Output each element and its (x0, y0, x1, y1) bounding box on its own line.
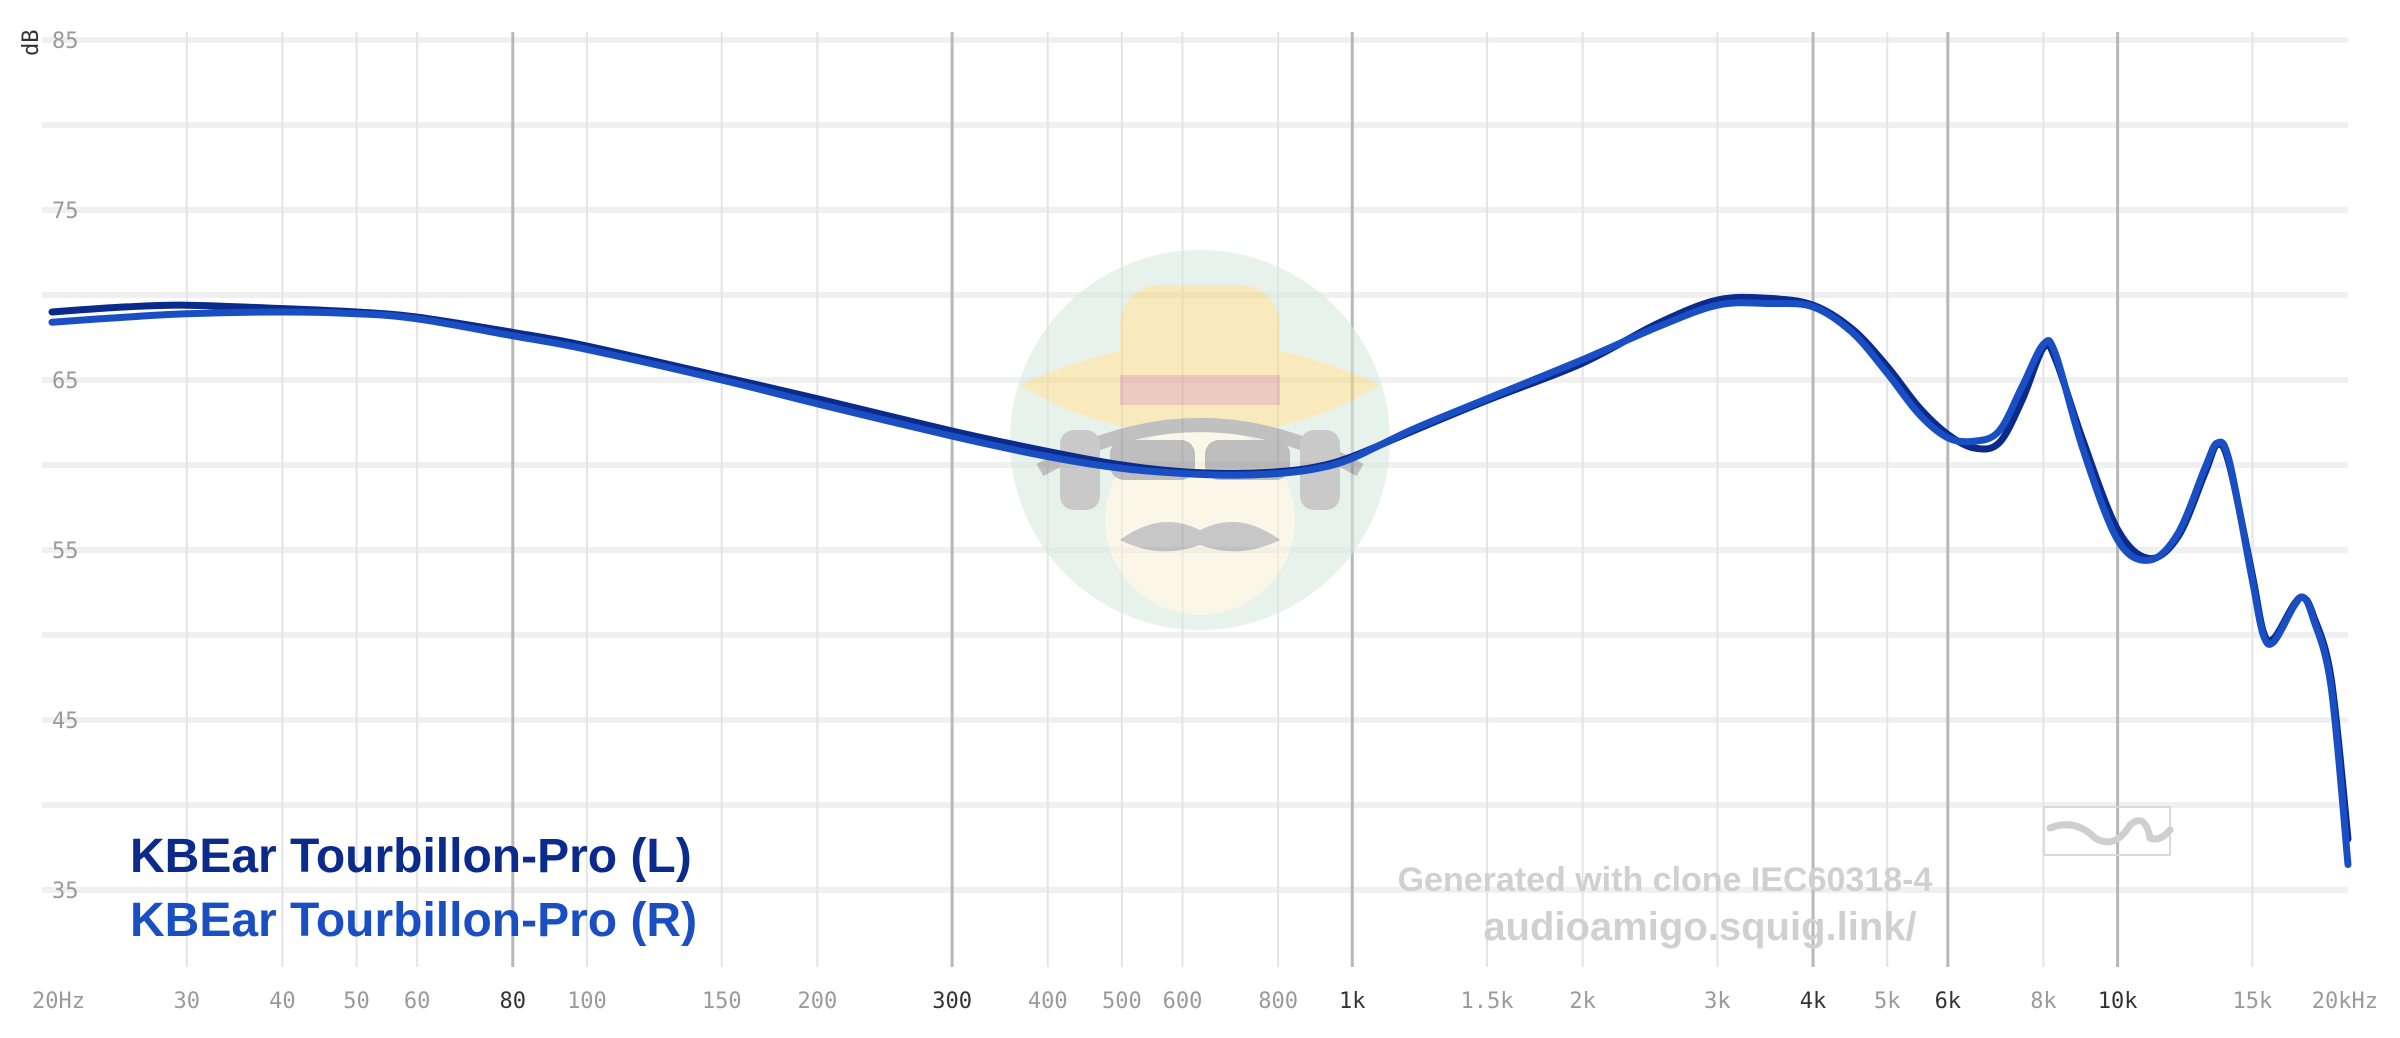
y-tick-label: 75 (52, 199, 79, 224)
x-tick-label: 150 (702, 989, 742, 1014)
x-tick-label: 600 (1163, 989, 1203, 1014)
x-tick-label: 400 (1028, 989, 1068, 1014)
y-tick-label: 65 (52, 369, 79, 394)
x-tick-label: 800 (1258, 989, 1298, 1014)
x-tick-label: 5k (1874, 989, 1901, 1014)
x-tick-label: 1k (1339, 989, 1366, 1014)
x-tick-label: 10k (2098, 989, 2138, 1014)
x-tick-label: 50 (343, 989, 370, 1014)
y-tick-label: 45 (52, 709, 79, 734)
x-tick-label: 4k (1800, 989, 1827, 1014)
y-tick-label: 35 (52, 879, 79, 904)
x-tick-label: 40 (269, 989, 296, 1014)
small-logo (2043, 806, 2174, 856)
y-tick-label: 85 (52, 29, 79, 54)
x-tick-label: 3k (1704, 989, 1731, 1014)
legend-entry: KBEar Tourbillon-Pro (R) (130, 894, 697, 947)
y-axis-label: dB (19, 30, 44, 57)
watermark-url: audioamigo.squig.link/ (1483, 905, 1916, 949)
x-tick-label: 1.5k (1461, 989, 1514, 1014)
x-tick-label: 2k (1569, 989, 1596, 1014)
x-tick-label: 200 (797, 989, 837, 1014)
x-tick-label: 8k (2030, 989, 2057, 1014)
x-axis-ticks: 20Hz 30 40 50 60 80 100 150 200 300 400 500 600 800 1k… (32, 989, 2378, 1014)
x-tick-label: 20kHz (2312, 989, 2378, 1014)
series-line-right (48, 299, 2352, 868)
y-axis-ticks: 85 75 65 55 45 35 (52, 29, 79, 904)
x-tick-label: 30 (174, 989, 201, 1014)
legend-entry: KBEar Tourbillon-Pro (L) (130, 830, 692, 883)
x-tick-label: 6k (1935, 989, 1962, 1014)
legend: KBEar Tourbillon-Pro (L) KBEar Tourbillon… (130, 830, 697, 947)
series-lines (48, 293, 2352, 868)
x-tick-label: 60 (404, 989, 431, 1014)
x-tick-label: 300 (932, 989, 972, 1014)
x-tick-label: 80 (500, 989, 527, 1014)
watermark-generated: Generated with clone IEC60318-4 (1398, 861, 1933, 899)
x-tick-label: 100 (567, 989, 607, 1014)
logo-watermark (1010, 250, 1390, 630)
x-tick-label: 500 (1102, 989, 1142, 1014)
x-tick-label: 20Hz (32, 989, 85, 1014)
y-tick-label: 55 (52, 539, 79, 564)
x-tick-label: 15k (2233, 989, 2273, 1014)
